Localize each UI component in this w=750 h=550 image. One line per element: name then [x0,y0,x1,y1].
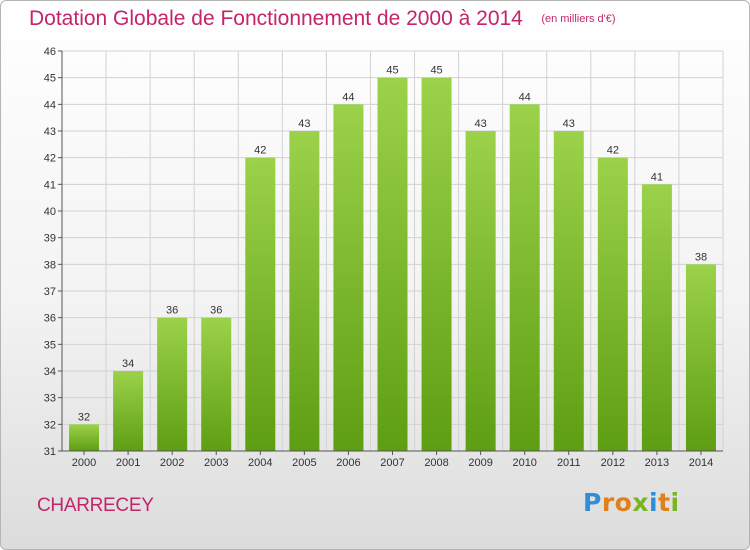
logo-letter: r [601,488,615,517]
bar [421,77,452,452]
y-tick-label: 41 [44,179,56,191]
bar [157,317,188,451]
y-tick-label: 46 [44,46,56,58]
bar [289,131,320,451]
y-tick-label: 45 [44,73,56,85]
logo-letter: i [649,488,659,517]
x-tick-label: 2008 [424,457,448,469]
logo-letter: t [658,488,671,517]
y-tick-label: 33 [44,393,56,405]
data-label: 45 [430,65,442,77]
logo-letter: x [632,488,649,517]
logo-letter: o [614,488,633,517]
data-label: 43 [298,118,310,130]
axis-layer: 31 32 33 34 35 36 37 38 39 40 41 42 43 44 45 46 2000 2001… [44,46,723,469]
y-tick-label: 44 [44,99,56,111]
x-tick-label: 2004 [248,457,272,469]
x-tick-label: 2007 [380,457,404,469]
y-tick-label: 38 [44,259,56,271]
y-tick-label: 37 [44,286,56,298]
bar [597,157,628,451]
x-tick-label: 2003 [204,457,228,469]
bar [113,371,144,451]
x-tick-label: 2009 [468,457,492,469]
y-tick-label: 34 [44,366,56,378]
x-tick-label: 2000 [72,457,96,469]
chart-subtitle: (en milliers d'€) [541,13,616,25]
y-tick-label: 35 [44,339,56,351]
x-tick-label: 2001 [116,457,140,469]
bar [201,317,232,451]
data-label: 44 [519,91,531,103]
data-label: 34 [122,358,134,370]
bar [245,157,276,451]
data-label: 43 [563,118,575,130]
data-label: 32 [78,411,90,423]
bar [377,77,408,452]
bar [553,131,584,451]
labels-layer: 32 34 36 36 42 43 44 45 45 43 44 43 42 41 38 [78,65,707,424]
data-label: 41 [651,171,663,183]
y-tick-label: 36 [44,313,56,325]
data-label: 43 [475,118,487,130]
bar [509,104,540,451]
bar [333,104,364,451]
data-label: 45 [386,65,398,77]
chart-title: Dotation Globale de Fonctionnement de 20… [29,7,523,30]
title-row: Dotation Globale de Fonctionnement de 20… [29,7,616,31]
commune-name: CHARRECEY [37,495,154,516]
proxiti-logo[interactable]: Proxiti [583,488,680,517]
data-label: 44 [342,91,354,103]
x-tick-label: 2012 [601,457,625,469]
y-tick-label: 32 [44,419,56,431]
y-tick-label: 31 [44,446,56,458]
data-label: 36 [210,305,222,317]
bar [685,264,716,451]
x-tick-label: 2002 [160,457,184,469]
bar [69,424,100,451]
data-label: 38 [695,251,707,263]
y-tick-label: 42 [44,153,56,165]
y-tick-label: 40 [44,206,56,218]
logo-letter: i [670,488,680,517]
x-tick-label: 2014 [689,457,713,469]
bar [465,131,496,451]
data-label: 36 [166,305,178,317]
y-tick-label: 39 [44,233,56,245]
x-tick-label: 2013 [645,457,669,469]
y-tick-label: 43 [44,126,56,138]
data-label: 42 [254,145,266,157]
x-tick-label: 2005 [292,457,316,469]
x-tick-label: 2010 [512,457,536,469]
data-label: 42 [607,145,619,157]
x-tick-label: 2011 [557,457,581,469]
bar [641,184,672,452]
logo-letter: P [583,488,602,517]
bars-layer [69,77,716,452]
x-tick-label: 2006 [336,457,360,469]
